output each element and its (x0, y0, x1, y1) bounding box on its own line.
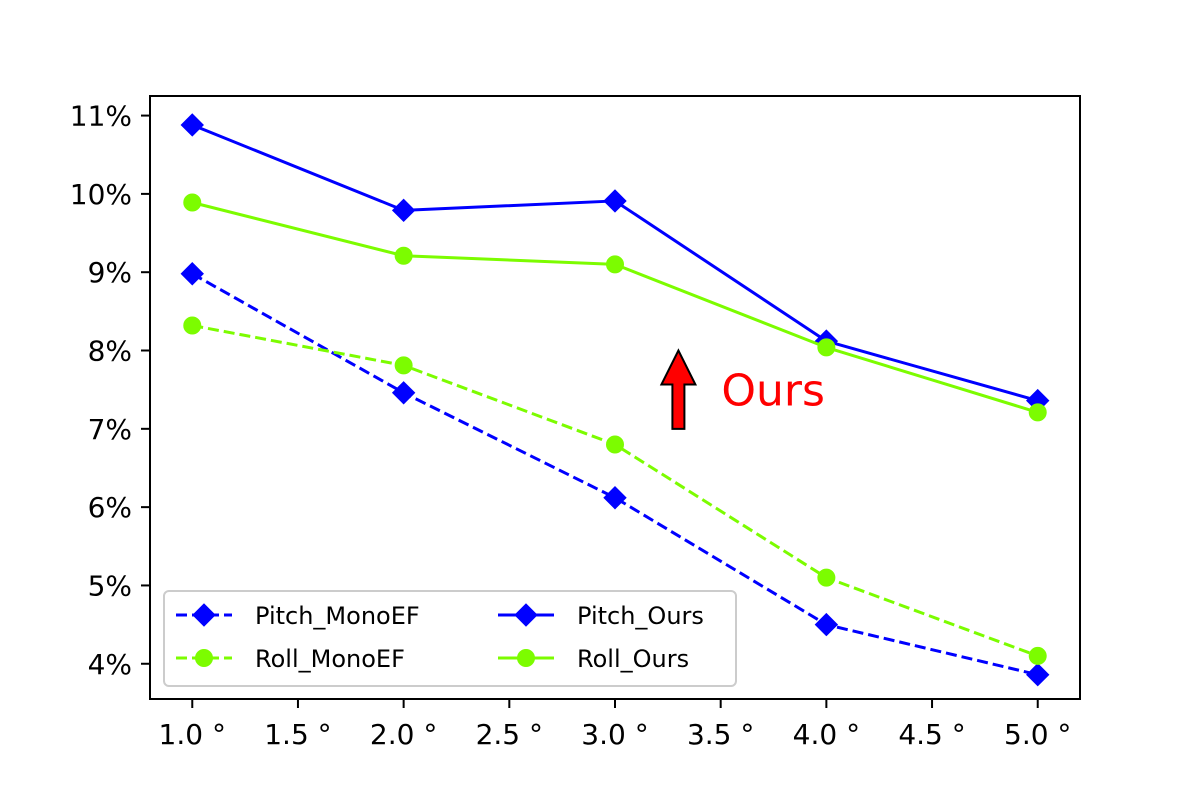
legend-entry-pitch-monoef: Pitch_MonoEF (176, 602, 420, 630)
data-point-pitch-ours-2 (391, 198, 416, 223)
x-tick-label-1: 1.0 ° (159, 718, 226, 751)
annotation-label: Ours (721, 366, 825, 417)
y-tick-label-1: 4% (88, 648, 132, 681)
x-tick-label-6: 3.5 ° (687, 718, 754, 751)
annotation-layer: Ours (659, 348, 825, 430)
data-point-pitch-monoef-5 (1026, 663, 1050, 687)
x-tick-label-8: 4.5 ° (898, 718, 965, 751)
data-point-roll-monoef-5 (1028, 646, 1047, 665)
series-roll-monoef (183, 316, 1047, 665)
x-tick-label-2: 1.5 ° (264, 718, 331, 751)
series-roll-ours (183, 193, 1047, 422)
y-tick-label-7: 10% (70, 178, 132, 211)
legend-label-pitch-ours: Pitch_Ours (577, 602, 704, 630)
data-point-roll-monoef-2 (394, 356, 413, 375)
legend: Pitch_MonoEF Roll_MonoEF Pitch_Ours Roll_Ou… (163, 590, 737, 687)
data-point-pitch-monoef-3 (603, 486, 627, 510)
series-line-pitch-monoef (191, 272, 1039, 677)
x-tick-label-7: 4.0 ° (793, 718, 860, 751)
data-point-roll-monoef-1 (183, 316, 202, 335)
legend-entry-roll-monoef: Roll_MonoEF (176, 645, 405, 673)
y-tick-label-5: 8% (88, 335, 132, 368)
legend-label-roll-monoef: Roll_MonoEF (255, 645, 405, 673)
x-tick-label-5: 3.0 ° (581, 718, 648, 751)
series-pitch-monoef (180, 262, 1050, 687)
series-pitch-ours (180, 113, 1050, 413)
legend-marker-roll-monoef (195, 649, 213, 667)
legend-marker-roll-ours (517, 649, 535, 667)
data-point-pitch-monoef-4 (814, 612, 839, 637)
legend-box (163, 590, 737, 687)
axes-layer: 1.0 ° 1.5 ° 2.0 ° 2.5 ° 3.0 ° 3.5 ° 4.0 ° 4.5 °… (70, 95, 1081, 751)
y-tick-label-2: 5% (88, 569, 132, 602)
y-tick-label-4: 7% (88, 413, 132, 446)
data-point-roll-ours-4 (817, 338, 836, 357)
annotation-arrow-up-icon (659, 348, 698, 430)
data-point-roll-ours-3 (606, 255, 624, 274)
data-point-roll-ours-1 (183, 193, 202, 212)
legend-label-roll-ours: Roll_Ours (577, 645, 689, 673)
data-point-pitch-ours-3 (603, 189, 627, 213)
data-point-pitch-monoef-1 (180, 262, 204, 286)
data-point-roll-ours-2 (394, 246, 413, 265)
series-layer (180, 113, 1050, 687)
data-point-roll-monoef-4 (817, 568, 836, 587)
y-tick-label-8: 11% (70, 100, 132, 133)
data-point-pitch-ours-1 (180, 113, 204, 137)
legend-label-pitch-monoef: Pitch_MonoEF (255, 602, 420, 630)
legend-entry-roll-ours: Roll_Ours (498, 645, 689, 673)
x-tick-label-9: 5.0 ° (1004, 718, 1071, 751)
data-point-roll-monoef-3 (606, 435, 624, 454)
legend-entry-pitch-ours: Pitch_Ours (498, 602, 704, 630)
data-point-roll-ours-5 (1028, 403, 1047, 422)
legend-marker-pitch-monoef (192, 603, 216, 627)
x-tick-label-3: 2.0 ° (370, 718, 437, 751)
data-point-pitch-monoef-2 (391, 381, 416, 405)
series-line-roll-ours (191, 201, 1039, 414)
y-tick-label-3: 6% (88, 491, 132, 524)
x-tick-label-4: 2.5 ° (476, 718, 543, 751)
legend-marker-pitch-ours (514, 603, 538, 627)
y-tick-label-6: 9% (88, 256, 132, 289)
